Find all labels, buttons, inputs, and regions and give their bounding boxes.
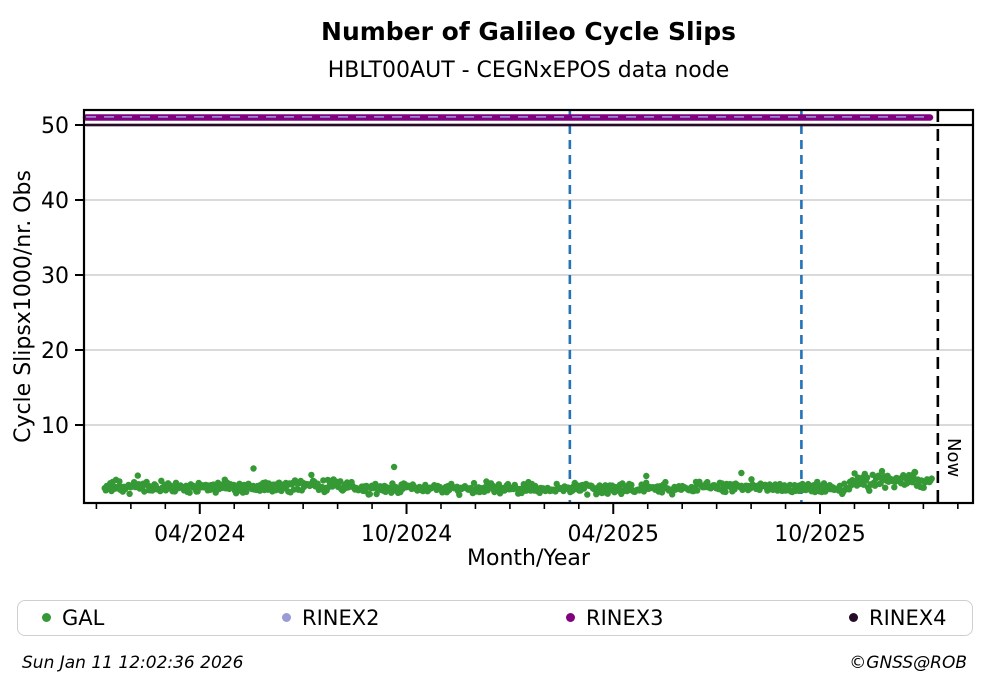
plot-frame — [82, 108, 975, 505]
rinex4-marker-icon — [849, 613, 858, 622]
y-axis-label: Cycle Slipsx1000/nr. Obs — [11, 170, 36, 443]
legend-item-gal: GAL — [42, 601, 104, 634]
data-point — [891, 484, 898, 491]
legend-item-rinex4: RINEX4 — [849, 601, 947, 634]
chart-title: Number of Galileo Cycle Slips — [321, 17, 736, 46]
y-tick-label: 20 — [41, 339, 69, 364]
y-tick-label: 30 — [41, 264, 69, 289]
legend-label-rinex4: RINEX4 — [869, 605, 947, 630]
data-point — [628, 481, 635, 489]
rinex3-marker-icon — [566, 613, 575, 622]
data-point — [456, 491, 463, 498]
data-point — [470, 479, 478, 487]
gridlines — [84, 199, 973, 426]
data-point — [243, 488, 250, 495]
y-tick-label: 50 — [41, 114, 69, 139]
data-point — [366, 490, 373, 498]
copyright: ©GNSS@ROB — [849, 653, 967, 673]
data-point — [694, 487, 701, 494]
data-point — [126, 490, 133, 497]
x-tick-label: 10/2025 — [774, 522, 865, 547]
data-point-outlier — [738, 469, 745, 477]
data-point — [596, 482, 603, 489]
data-point-outlier — [911, 469, 919, 476]
legend-label-gal: GAL — [62, 605, 105, 630]
data-point — [863, 474, 871, 481]
now-label: Now — [943, 438, 964, 477]
data-point — [820, 480, 828, 487]
data-point — [928, 475, 935, 482]
data-point — [841, 480, 848, 487]
data-point — [337, 478, 344, 485]
data-point — [662, 478, 669, 486]
series-gal — [101, 463, 935, 498]
rinex2-marker-icon — [282, 613, 291, 622]
x-axis-label: Month/Year — [467, 546, 591, 571]
data-point — [866, 487, 873, 494]
data-point — [116, 478, 123, 485]
x-tick-label: 04/2025 — [568, 522, 659, 547]
data-point — [748, 476, 755, 483]
data-point — [920, 484, 927, 491]
data-point-outlier — [134, 472, 141, 479]
chart-subtitle: HBLT00AUT - CEGNxEPOS data node — [327, 58, 730, 83]
data-point — [602, 482, 609, 489]
data-point — [786, 481, 794, 489]
data-point — [584, 491, 591, 498]
legend-item-rinex3: RINEX3 — [566, 601, 664, 634]
data-point — [658, 489, 666, 496]
data-point-outlier — [308, 471, 315, 479]
x-tick-label: 04/2024 — [154, 522, 245, 547]
data-point-outlier — [643, 472, 650, 480]
legend-label-rinex3: RINEX3 — [586, 605, 664, 630]
legend-item-rinex2: RINEX2 — [282, 601, 380, 634]
y-tick-label: 40 — [41, 189, 69, 214]
x-axis: 04/2024 10/2024 04/2025 10/2025 — [95, 503, 959, 547]
data-point — [882, 484, 889, 491]
chart-legend: GAL RINEX2 RINEX3 RINEX4 — [17, 600, 973, 636]
data-point — [722, 488, 729, 496]
data-point — [186, 489, 193, 496]
y-tick-label: 10 — [41, 414, 69, 439]
gal-marker-icon — [42, 613, 51, 622]
data-point-outlier — [250, 465, 257, 472]
chart-plot: Now 10 20 30 40 50 04/2024 10/2024 04/2025 10/202… — [11, 108, 975, 571]
legend-label-rinex2: RINEX2 — [302, 605, 380, 630]
x-tick-label: 10/2024 — [361, 522, 452, 547]
data-point-outlier — [878, 467, 886, 475]
y-axis: 10 20 30 40 50 — [41, 114, 84, 439]
data-point-outlier — [390, 463, 398, 471]
plot-timestamp: Sun Jan 11 12:02:36 2026 — [22, 653, 244, 673]
